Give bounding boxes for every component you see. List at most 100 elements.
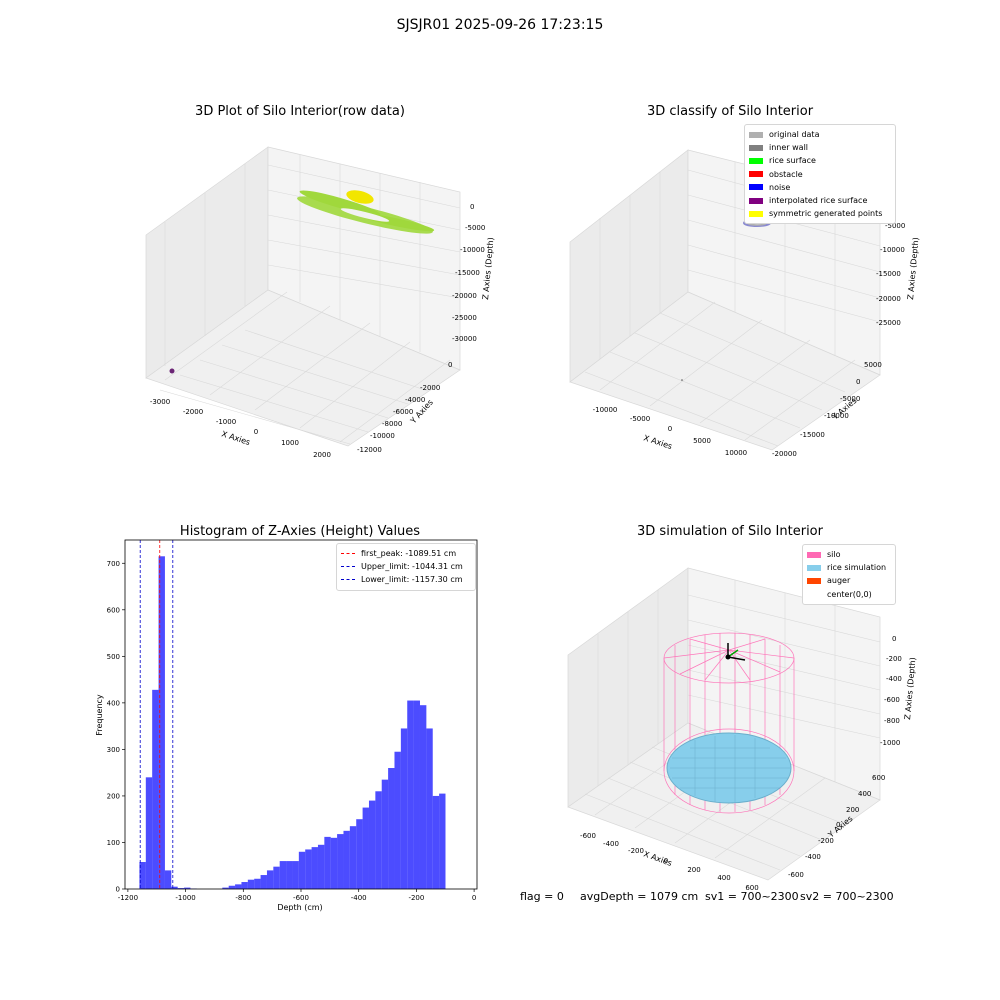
rice-simulation-surface: [666, 732, 792, 804]
simulation-3d-plot: -600 -400 -200 0 200 400 600 600 400 200…: [567, 567, 917, 892]
histogram-ytick-label: 700: [107, 560, 120, 568]
histogram-ytick-label: 600: [107, 606, 120, 614]
histogram-bar: [381, 779, 389, 889]
histogram-bar: [273, 866, 280, 889]
simulation-ytick: -400: [805, 853, 821, 861]
classify-pane-floor: [569, 291, 881, 451]
legend-item: first_peak: -1089.51 cm: [341, 547, 471, 560]
histogram-bar: [375, 791, 382, 889]
legend-item: auger: [807, 574, 891, 587]
histogram-bar: [413, 700, 420, 889]
legend-swatch: [749, 144, 763, 151]
simulation-plot-title: 3D simulation of Silo Interior: [637, 524, 823, 539]
simulation-ytick: 600: [872, 774, 885, 782]
classify-outlier-point: [681, 379, 683, 381]
legend-swatch: [341, 553, 355, 555]
histogram-bar: [241, 882, 248, 889]
histogram-title: Histogram of Z-Axies (Height) Values: [179, 524, 421, 539]
histogram-bar: [388, 768, 395, 889]
legend-label: rice simulation: [827, 563, 887, 573]
histogram-bar: [171, 886, 178, 889]
classify-xtick: 5000: [693, 437, 711, 445]
raw-ytick: -4000: [405, 396, 425, 404]
histogram-bar: [324, 836, 331, 889]
classify-ztick: -25000: [876, 319, 901, 327]
classify-ytick: -20000: [772, 450, 797, 458]
legend-item: rice simulation: [807, 561, 891, 574]
status-sv2: sv2 = 700~2300: [800, 890, 894, 903]
raw-point-cloud-hollow: [340, 208, 390, 222]
legend-item: silo: [807, 548, 891, 561]
histogram-bar: [298, 851, 306, 889]
simulation-ztick: -1000: [880, 739, 900, 747]
raw-3d-plot: -3000 -2000 -1000 0 1000 2000 0 -2000 -4…: [145, 146, 495, 459]
histogram-ytick-label: 500: [107, 653, 120, 661]
legend-swatch: [807, 577, 821, 584]
histogram-bar: [235, 884, 242, 889]
histogram-bar: [177, 888, 185, 889]
legend-label: silo: [827, 550, 841, 560]
raw-ztick: -30000: [452, 335, 477, 343]
legend-swatch: [749, 171, 763, 178]
histogram-ytick-label: 200: [107, 792, 120, 800]
classify-zlabel: Z Axies (Depth): [906, 237, 920, 300]
raw-ztick: -20000: [452, 292, 477, 300]
simulation-xtick: 0: [664, 857, 668, 865]
legend-swatch: [749, 131, 763, 138]
classify-legend: original data inner wall rice surface ob…: [744, 124, 896, 225]
histogram-xtick-label: -1000: [175, 894, 195, 902]
legend-item: obstacle: [749, 168, 891, 181]
histogram-bar: [260, 875, 267, 889]
simulation-xtick: -600: [580, 832, 596, 840]
simulation-ztick: -600: [884, 696, 900, 704]
histogram-xtick-label: -400: [351, 894, 367, 902]
raw-ytick: -8000: [382, 420, 402, 428]
histogram-bar: [419, 705, 427, 889]
histogram-bar: [292, 861, 299, 889]
legend-label: first_peak: -1089.51 cm: [361, 549, 457, 559]
histogram-bar: [349, 826, 357, 889]
legend-item: noise: [749, 181, 891, 194]
raw-outlier-point: [169, 368, 175, 374]
raw-xtick: -2000: [183, 408, 203, 416]
legend-swatch: [807, 564, 821, 571]
legend-label: obstacle: [769, 169, 803, 179]
histogram-bar: [317, 844, 325, 889]
simulation-xlabel: X Axies: [642, 849, 673, 868]
histogram-bar: [407, 700, 414, 889]
raw-ytick: -12000: [357, 446, 382, 454]
classify-xtick: -5000: [630, 415, 650, 423]
raw-xlabel: X Axies: [220, 429, 251, 447]
histogram-bar: [394, 751, 401, 889]
histogram-xtick-label: -800: [235, 894, 251, 902]
raw-xtick: 0: [254, 428, 258, 436]
legend-item: Upper_limit: -1044.31 cm: [341, 560, 471, 573]
legend-item: rice surface: [749, 154, 891, 167]
classify-ytick: -10000: [824, 412, 849, 420]
simulation-ztick: -800: [884, 717, 900, 725]
raw-ztick: 0: [470, 203, 474, 211]
histogram-bar: [426, 728, 433, 889]
raw-xtick: -1000: [216, 418, 236, 426]
legend-label: center(0,0): [827, 589, 872, 599]
histogram-legend: first_peak: -1089.51 cm Upper_limit: -10…: [336, 543, 476, 591]
simulation-xtick: 600: [745, 884, 758, 892]
histogram-xtick-label: -600: [293, 894, 309, 902]
legend-label: Lower_limit: -1157.30 cm: [361, 575, 463, 585]
histogram-ylabel: Frequency: [95, 694, 104, 736]
legend-label: Upper_limit: -1044.31 cm: [361, 562, 463, 572]
raw-ytick: -6000: [393, 408, 413, 416]
simulation-legend: silo rice simulation auger center(0,0): [802, 544, 896, 605]
histogram-bar: [164, 870, 172, 889]
classify-ztick: -20000: [876, 295, 901, 303]
histogram-ytick-label: 400: [107, 699, 120, 707]
histogram-bar: [343, 830, 350, 889]
legend-swatch: [341, 579, 355, 581]
legend-label: symmetric generated points: [769, 209, 883, 219]
figure-title: SJSJR01 2025-09-26 17:23:15: [396, 17, 604, 33]
simulation-ytick: 200: [846, 806, 859, 814]
simulation-ytick: 400: [858, 790, 871, 798]
legend-label: original data: [769, 130, 820, 140]
raw-ztick: -15000: [455, 269, 480, 277]
legend-swatch: [749, 197, 763, 204]
